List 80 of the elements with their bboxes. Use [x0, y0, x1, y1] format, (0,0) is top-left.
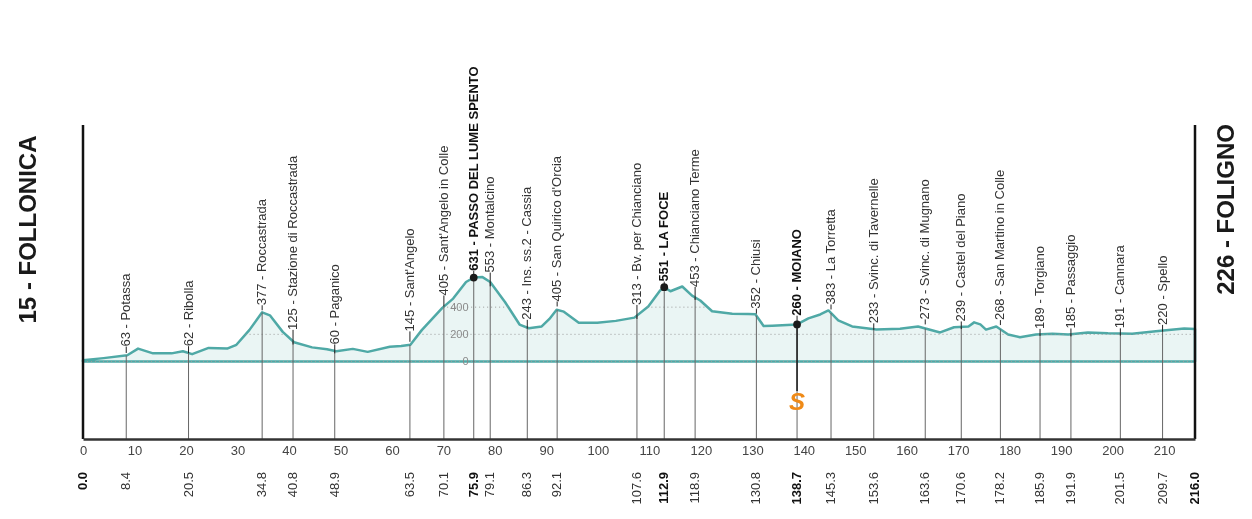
x-tick-label: 190 [1050, 442, 1073, 458]
annotation: 60 - Paganico [326, 264, 342, 345]
ref-line-label: 86.3 [519, 472, 535, 498]
annotation: S [789, 388, 806, 415]
annotation: 553 - Montalcino [482, 176, 498, 273]
annotation: 220 - Spello [1154, 255, 1170, 325]
x-tick-label: 210 [1153, 442, 1176, 458]
annotation: 125 - Stazione di Roccastrada [285, 154, 301, 330]
ref-line-label: 8.4 [118, 472, 134, 491]
annotation: 226 - FOLIGNO [1212, 124, 1239, 295]
annotation: 405 - Sant'Angelo in Colle [435, 145, 451, 296]
ref-line-label: 40.8 [285, 472, 301, 498]
annotation: 62 - Ribolla [180, 279, 196, 347]
annotation: 260 - MOIANO [789, 229, 805, 316]
x-tick-label: 60 [385, 442, 400, 458]
ref-line-label: 170.6 [953, 472, 969, 505]
annotation: 145 - Sant'Angelo [401, 228, 417, 332]
x-tick-label: 70 [436, 442, 452, 458]
x-tick-label: 100 [587, 442, 610, 458]
x-tick-label: 80 [488, 442, 503, 458]
ref-line-label: 63.5 [401, 472, 417, 498]
annotation: 63 - Potassa [118, 272, 134, 347]
ref-line-label: 191.9 [1062, 472, 1078, 505]
ref-line-label: 118.9 [687, 472, 703, 504]
x-tick-label: 90 [539, 442, 555, 458]
annotation: 273 - Svinc. di Mugnano [917, 179, 933, 320]
x-tick-label: 120 [690, 442, 713, 458]
ref-line-label: 163.6 [917, 472, 933, 505]
x-tick-label: 170 [947, 442, 970, 458]
annotation: 313 - Bv. per Chianciano [628, 162, 644, 305]
annotation: 243 - Ins. ss.2 - Cassia [519, 186, 535, 320]
ref-line-label: 112.9 [656, 472, 672, 504]
annotation: 551 - LA FOCE [656, 191, 672, 282]
annotation: 631 - PASSO DEL LUME SPENTO [465, 66, 481, 271]
x-tick-label: 130 [741, 442, 764, 458]
ref-line-label: 107.6 [628, 472, 644, 505]
ref-line-label: 20.5 [180, 472, 196, 498]
ref-line-label: 153.6 [865, 472, 881, 505]
x-tick-label: 140 [793, 442, 816, 458]
annotation: 268 - San Martino in Colle [992, 169, 1008, 321]
ref-line-label: 75.9 [465, 472, 481, 498]
ref-line-label: 138.7 [789, 472, 805, 505]
x-tick-label: 20 [179, 442, 194, 458]
annotation: 189 - Torgiano [1032, 246, 1048, 329]
annotation: 233 - Svinc. di Tavernelle [865, 178, 881, 324]
ref-line-label: 130.8 [748, 472, 764, 505]
annotation: 352 - Chiusi [748, 239, 764, 309]
ref-line-label: 0.0 [75, 472, 90, 491]
x-tick-label: 160 [896, 442, 919, 458]
annotation: 15 - FOLLONICA [14, 135, 41, 324]
x-tick-label: 10 [127, 442, 143, 458]
ref-line-label: 216.0 [1187, 472, 1202, 505]
ref-line-label: 178.2 [992, 472, 1008, 505]
annotation: 405 - San Quirico d'Orcia [549, 155, 565, 302]
x-tick-label: 180 [999, 442, 1022, 458]
ref-line-label: 185.9 [1032, 472, 1048, 505]
ref-line-label: 48.9 [326, 472, 342, 498]
annotation: 239 - Castel del Piano [953, 193, 969, 322]
annotation: 377 - Roccastrada [254, 198, 270, 306]
x-tick-label: 50 [333, 442, 349, 458]
ref-line-label: 70.1 [435, 472, 451, 498]
annotation: 185 - Passaggio [1062, 234, 1078, 329]
ref-line-label: 209.7 [1154, 472, 1170, 505]
y-tick-label: 0 [462, 355, 469, 368]
y-tick-label: 400 [450, 300, 469, 313]
ref-line-label: 34.8 [254, 472, 270, 498]
ref-line-label: 79.1 [482, 472, 498, 498]
ref-line-label: 201.5 [1112, 472, 1128, 505]
ref-line-label: 145.3 [823, 472, 839, 505]
annotation: 453 - Chianciano Terme [687, 149, 703, 287]
annotation: 383 - La Torretta [823, 208, 839, 305]
x-tick-label: 30 [230, 442, 246, 458]
annotation: 191 - Cannara [1112, 244, 1128, 329]
x-tick-label: 200 [1102, 442, 1124, 458]
ref-line-label: 92.1 [549, 472, 565, 498]
x-tick-label: 40 [282, 442, 297, 458]
x-tick-label: 0 [79, 442, 88, 458]
x-tick-label: 110 [639, 442, 661, 458]
y-tick-label: 200 [450, 327, 469, 340]
x-tick-label: 150 [844, 442, 867, 458]
